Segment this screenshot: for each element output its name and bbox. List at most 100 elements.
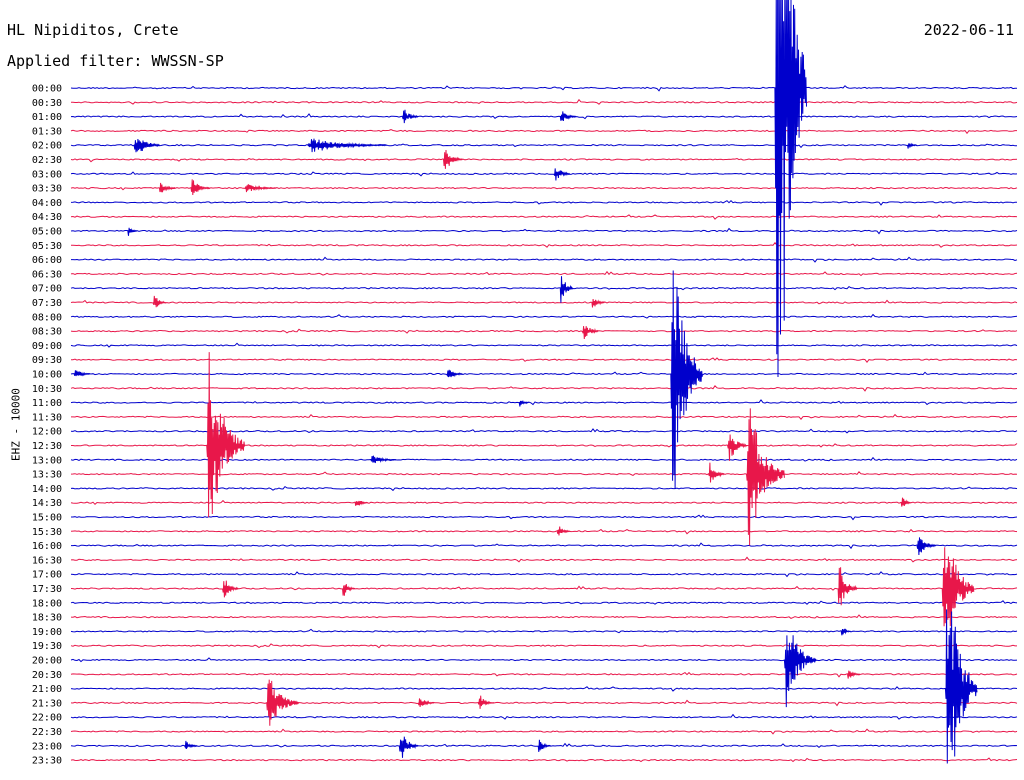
seismic-event (553, 168, 571, 181)
row-label: 16:00 (32, 541, 62, 552)
row-label: 08:30 (32, 327, 62, 338)
seismic-event (354, 500, 369, 506)
trace-row (70, 571, 1018, 578)
trace-row (70, 385, 1018, 392)
seismic-event (158, 182, 176, 193)
trace-row (70, 485, 1018, 492)
row-label: 16:30 (32, 555, 62, 566)
row-labels: 00:00 00:30 01:00 01:30 02:00 02:30 03:00 03:30… (32, 84, 62, 767)
row-label: 17:00 (32, 570, 62, 581)
seismic-event (184, 740, 198, 750)
row-label: 01:30 (32, 126, 62, 137)
trace-row (71, 514, 1018, 521)
row-label: 10:00 (32, 370, 62, 381)
row-label: 02:00 (32, 141, 62, 152)
trace-row (70, 185, 1018, 191)
seismic-event (670, 270, 703, 489)
seismic-event (708, 462, 725, 483)
trace-row (70, 214, 1018, 220)
row-label: 13:00 (32, 455, 62, 466)
seismic-event (559, 111, 577, 122)
trace-row (70, 628, 1018, 634)
row-label: 12:30 (32, 441, 62, 452)
row-label: 14:00 (32, 484, 62, 495)
trace-row (71, 357, 1018, 364)
row-label: 09:30 (32, 355, 62, 366)
row-label: 10:30 (32, 384, 62, 395)
row-label: 18:00 (32, 598, 62, 609)
seismic-event (581, 326, 599, 340)
row-label: 05:00 (32, 227, 62, 238)
trace-row (70, 428, 1018, 434)
row-label: 23:00 (32, 741, 62, 752)
seismic-event (916, 537, 937, 556)
trace-row (70, 227, 1018, 235)
trace-row (70, 643, 1017, 649)
date-label: 2022-06-11 (923, 21, 1014, 39)
seismogram-traces (70, 85, 1018, 763)
row-label: 20:00 (32, 656, 62, 667)
trace-row (71, 542, 1018, 550)
row-label: 06:30 (32, 269, 62, 280)
trace-row (70, 713, 1018, 720)
row-label: 06:00 (32, 255, 62, 266)
row-label: 18:30 (32, 613, 62, 624)
trace-row (70, 671, 1018, 678)
seismic-event (944, 609, 978, 764)
seismic-event (152, 295, 167, 308)
seismic-event (847, 670, 861, 679)
trace-row (70, 342, 1018, 348)
row-label: 08:00 (32, 312, 62, 323)
seismic-event (401, 109, 419, 124)
trace-row (71, 98, 1018, 105)
trace-row (70, 285, 1018, 291)
seismic-events (73, 0, 978, 764)
row-label: 11:30 (32, 412, 62, 423)
row-label: 02:30 (32, 155, 62, 166)
trace-row (70, 143, 1018, 149)
seismic-event (266, 679, 299, 726)
seismic-event (783, 635, 817, 708)
seismic-event (370, 455, 397, 464)
seismic-event (190, 179, 211, 196)
row-label: 03:00 (32, 169, 62, 180)
trace-row (70, 528, 1018, 535)
seismic-event (206, 352, 246, 518)
filter-label: Applied filter: WWSSN-SP (7, 52, 224, 70)
row-label: 07:00 (32, 284, 62, 295)
seismic-event (556, 526, 571, 536)
trace-row (70, 757, 1018, 763)
row-label: 11:00 (32, 398, 62, 409)
row-label: 19:30 (32, 641, 62, 652)
trace-row (70, 157, 1018, 163)
trace-row (71, 413, 1018, 420)
row-label: 04:00 (32, 198, 62, 209)
seismic-event (727, 434, 747, 461)
trace-row (71, 256, 1018, 263)
row-label: 23:30 (32, 756, 62, 767)
row-label: 13:30 (32, 470, 62, 481)
seismic-event (941, 547, 975, 627)
trace-row (70, 328, 1018, 334)
seismic-event (133, 138, 160, 153)
channel-label: EHZ - 10000 (9, 388, 23, 461)
trace-row (70, 614, 1018, 619)
seismic-event (73, 370, 91, 377)
seismic-event (398, 736, 419, 758)
row-label: 00:00 (32, 84, 62, 95)
trace-row (70, 471, 1018, 476)
row-label: 04:30 (32, 212, 62, 223)
seismic-event (127, 227, 138, 236)
station-title: HL Nipiditos, Crete (7, 21, 179, 39)
seismic-event (417, 698, 435, 708)
trace-row (70, 113, 1018, 120)
seismic-event (559, 276, 574, 303)
trace-row (70, 199, 1018, 206)
seismic-event (518, 399, 529, 407)
seismic-event (907, 142, 918, 149)
row-label: 19:00 (32, 627, 62, 638)
trace-row (70, 85, 1017, 92)
trace-row (70, 728, 1018, 735)
row-label: 14:30 (32, 498, 62, 509)
